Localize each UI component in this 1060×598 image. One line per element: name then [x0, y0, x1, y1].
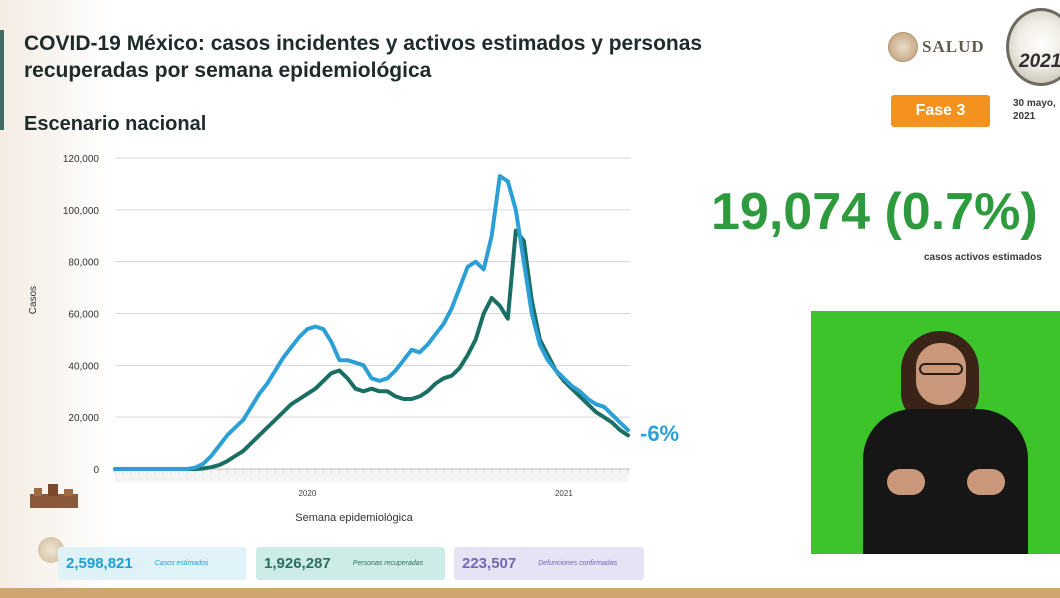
- estimated-cases-value: 2,598,821: [66, 555, 133, 572]
- active-cases-value: 19,074 (0.7%): [711, 183, 1038, 241]
- salud-emblem-icon: [888, 32, 918, 62]
- scenario-subtitle: Escenario nacional: [24, 113, 207, 135]
- x-tick-label: 2021: [555, 489, 573, 498]
- cases-line-chart: 020,00040,00060,00080,000100,000120,000 …: [28, 154, 679, 524]
- decorative-illustration: [28, 480, 80, 510]
- x-axis-band: [115, 470, 628, 482]
- y-tick-label: 120,000: [63, 154, 100, 165]
- chart-grid: [114, 157, 630, 482]
- y-axis-label: Casos: [28, 286, 39, 314]
- y-axis-ticks: 0 20,000 40,000 60,000 80,000 100,000 120,000: [63, 154, 100, 476]
- interpreter-right-hand: [967, 469, 1005, 495]
- y-tick-label: 40,000: [68, 361, 99, 372]
- title-accent-rule: [0, 30, 4, 130]
- summary-estimated-cases: 2,598,821 Casos estimados: [58, 547, 246, 580]
- deaths-label: Defunciones confirmadas: [538, 560, 618, 567]
- interpreter-glasses: [919, 363, 963, 375]
- y-tick-label: 20,000: [68, 413, 99, 424]
- x-tick-label: 2020: [298, 489, 316, 498]
- series-line-2: [113, 228, 630, 471]
- recovered-label: Personas recuperadas: [352, 560, 424, 567]
- chart-series: [113, 174, 630, 471]
- y-tick-label: 0: [93, 465, 99, 476]
- report-date: 30 mayo, 2021: [1013, 98, 1056, 122]
- x-axis-ticks: 2020 2021: [298, 489, 573, 498]
- salud-logo-text: SALUD: [922, 37, 985, 56]
- summary-confirmed-deaths: 223,507 Defunciones confirmadas: [454, 547, 644, 580]
- active-cases-caption: casos activos estimados: [924, 252, 1042, 263]
- estimated-cases-label: Casos estimados: [154, 560, 209, 567]
- phase-badge: Fase 3: [891, 95, 990, 127]
- recovered-value: 1,926,287: [264, 555, 331, 572]
- summary-recovered: 1,926,287 Personas recuperadas: [256, 547, 445, 580]
- salud-logo: SALUD: [888, 32, 985, 62]
- sign-language-interpreter: [811, 311, 1060, 554]
- series-line-1: [113, 174, 630, 471]
- seal-year: 2021: [1019, 51, 1060, 72]
- trend-annotation: -6%: [640, 421, 679, 446]
- interpreter-left-hand: [887, 469, 925, 495]
- deaths-value: 223,507: [462, 555, 517, 572]
- footer-bar: [0, 588, 1060, 598]
- y-tick-label: 60,000: [68, 310, 99, 321]
- mexico-2021-seal: 2021: [1006, 8, 1060, 86]
- y-tick-label: 80,000: [68, 258, 99, 269]
- page-title: COVID-19 México: casos incidentes y acti…: [24, 32, 703, 82]
- y-tick-label: 100,000: [63, 206, 100, 217]
- x-axis-label: Semana epidemiológica: [295, 512, 413, 524]
